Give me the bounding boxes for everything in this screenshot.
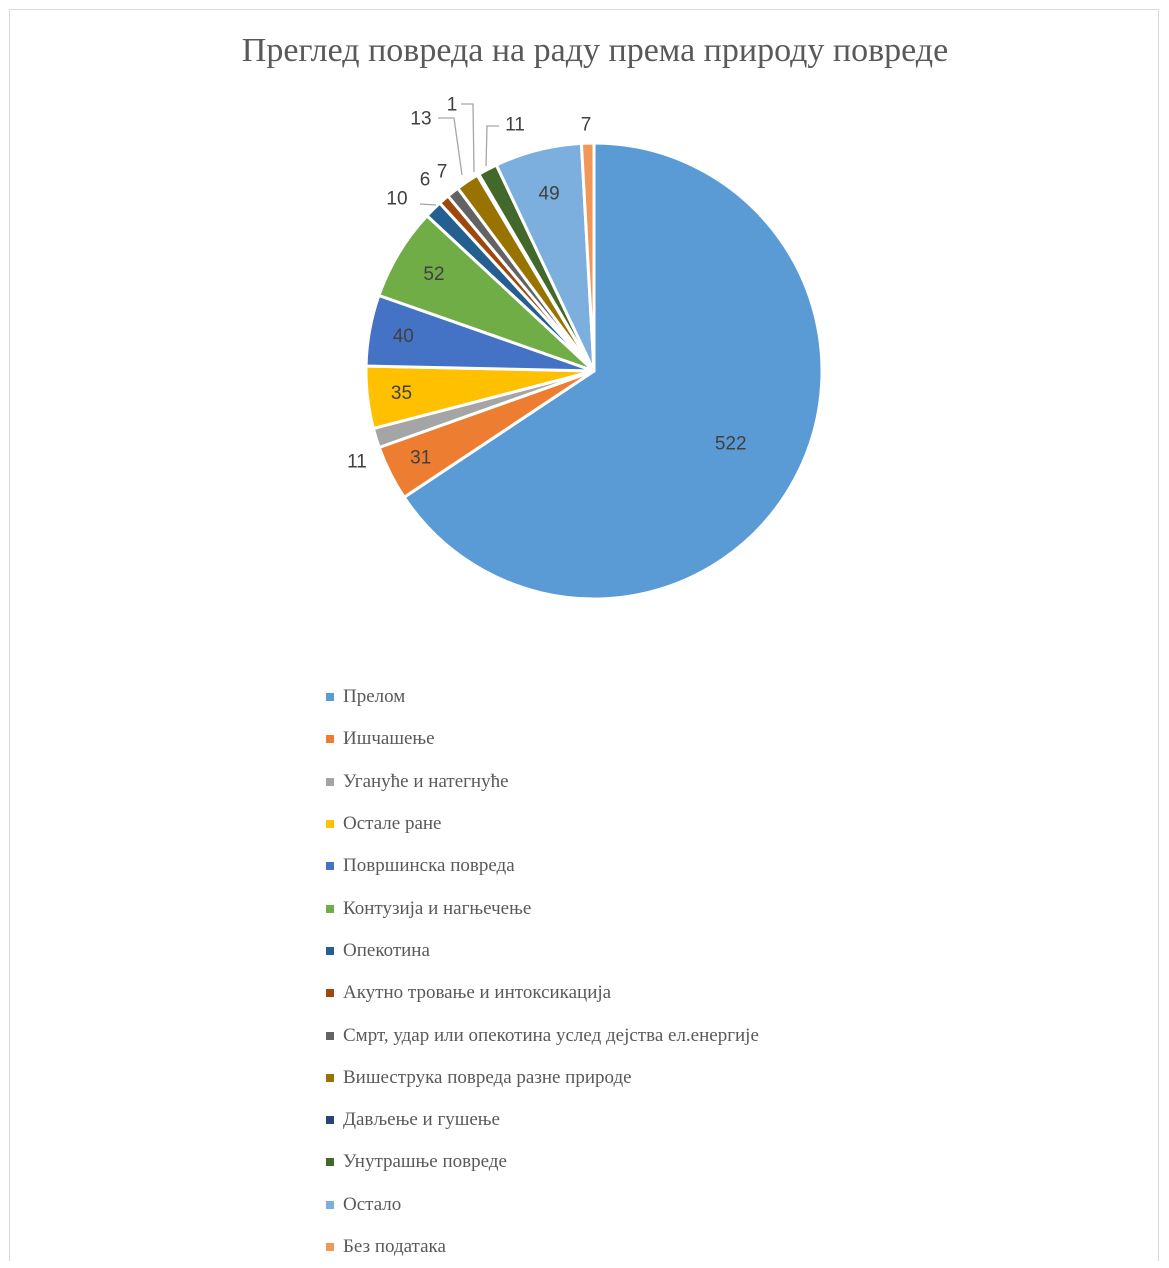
legend-item: Вишеструка повреда разне природе bbox=[326, 1057, 759, 1099]
leader-line bbox=[485, 125, 499, 167]
legend-item: Прелом bbox=[326, 676, 759, 718]
legend-swatch bbox=[326, 735, 334, 744]
data-label: 10 bbox=[386, 189, 407, 210]
legend-item: Унутрашње повреде bbox=[326, 1141, 759, 1183]
legend-label: Ишчашење bbox=[343, 728, 435, 750]
legend-item: Без података bbox=[326, 1226, 759, 1268]
legend-label: Вишеструка повреда разне природе bbox=[343, 1066, 632, 1088]
legend-swatch bbox=[326, 862, 334, 871]
legend-item: Смрт, удар или опекотина услед дејства е… bbox=[326, 1014, 759, 1056]
legend-swatch bbox=[326, 904, 334, 913]
legend-item: Дављење и гушење bbox=[326, 1099, 759, 1141]
legend-item: Угануће и натегнуће bbox=[326, 761, 759, 803]
legend-label: Дављење и гушење bbox=[343, 1109, 500, 1131]
data-label: 49 bbox=[539, 184, 560, 205]
legend-swatch bbox=[326, 1158, 334, 1167]
data-label: 35 bbox=[391, 383, 412, 404]
legend-item: Акутно тровање и интоксикација bbox=[326, 972, 759, 1014]
legend-label: Контузија и нагњечење bbox=[343, 897, 532, 919]
leader-line bbox=[419, 203, 437, 206]
data-label: 6 bbox=[420, 170, 431, 191]
data-label: 7 bbox=[437, 162, 448, 183]
pie-slice bbox=[579, 141, 596, 373]
data-label: 52 bbox=[423, 264, 444, 285]
legend: Прелом Ишчашење Угануће и натегнуће Остале … bbox=[326, 676, 759, 1268]
legend-swatch bbox=[326, 946, 334, 955]
chart-title: Преглед повреда на раду према природу по… bbox=[241, 32, 949, 69]
legend-label: Унутрашње повреде bbox=[343, 1151, 507, 1173]
legend-label: Смрт, удар или опекотина услед дејства е… bbox=[343, 1024, 759, 1046]
data-label: 7 bbox=[581, 115, 592, 136]
legend-label: Остале ране bbox=[343, 813, 442, 835]
data-label: 31 bbox=[410, 447, 431, 468]
legend-item: Остале ране bbox=[326, 803, 759, 845]
legend-label: Без података bbox=[343, 1236, 446, 1257]
leader-line bbox=[438, 117, 463, 176]
legend-swatch bbox=[326, 1200, 334, 1209]
legend-swatch bbox=[326, 820, 334, 829]
legend-label: Прелом bbox=[343, 686, 406, 708]
legend-label: Остало bbox=[343, 1193, 402, 1215]
legend-label: Површинска повреда bbox=[343, 855, 515, 877]
legend-swatch bbox=[326, 1243, 334, 1251]
data-label: 11 bbox=[505, 115, 525, 136]
legend-swatch bbox=[326, 1116, 334, 1125]
data-label: 11 bbox=[347, 452, 367, 473]
legend-swatch bbox=[326, 1073, 334, 1082]
legend-swatch bbox=[326, 777, 334, 786]
leader-line bbox=[461, 103, 475, 173]
legend-swatch bbox=[326, 1031, 334, 1040]
legend-swatch bbox=[326, 989, 334, 998]
data-label: 1 bbox=[447, 95, 458, 116]
legend-item: Остало bbox=[326, 1184, 759, 1226]
legend-item: Ишчашење bbox=[326, 718, 759, 760]
legend-swatch bbox=[326, 693, 334, 702]
data-label: 522 bbox=[715, 434, 747, 455]
data-label: 40 bbox=[393, 326, 414, 347]
legend-item: Површинска повреда bbox=[326, 845, 759, 887]
legend-label: Акутно тровање и интоксикација bbox=[343, 982, 612, 1004]
legend-item: Контузија и нагњечење bbox=[326, 887, 759, 929]
pie-slice bbox=[402, 141, 824, 601]
legend-item: Опекотина bbox=[326, 930, 759, 972]
legend-label: Угануће и натегнуће bbox=[343, 770, 509, 792]
legend-label: Опекотина bbox=[343, 939, 430, 961]
data-label: 13 bbox=[410, 109, 431, 130]
chart-frame bbox=[9, 9, 1159, 1261]
